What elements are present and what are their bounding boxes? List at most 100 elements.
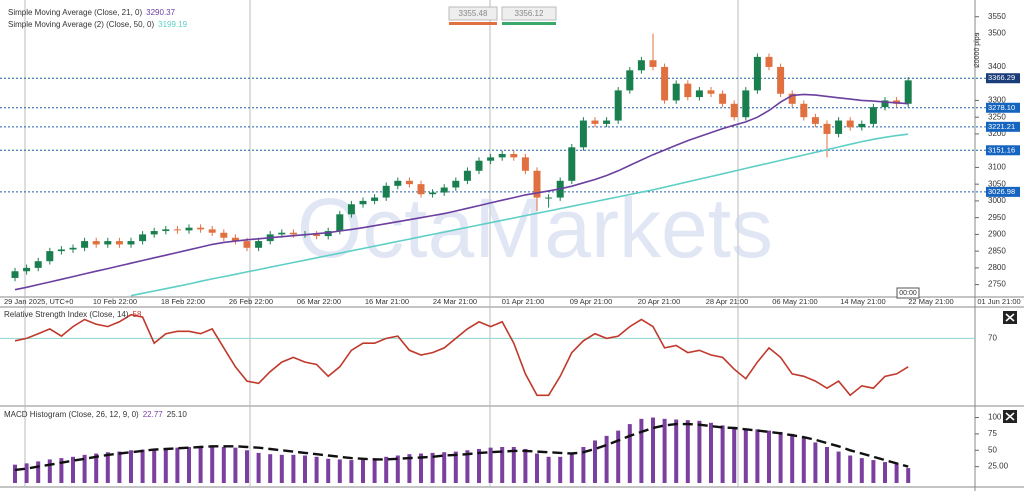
macd-bar [674, 419, 679, 483]
candle-body [57, 249, 65, 252]
x-tick-label: 09 Apr 21:00 [570, 297, 613, 306]
candle-body [835, 120, 843, 134]
buy-button[interactable] [501, 6, 557, 21]
macd-bar [175, 447, 180, 483]
macd-bar [36, 461, 41, 483]
candle-body [811, 117, 819, 124]
candle-body [452, 180, 460, 188]
macd-bar [477, 448, 481, 483]
macd-bar [523, 448, 528, 483]
candle-body [405, 180, 413, 185]
macd-bar [221, 447, 226, 483]
candle-body [81, 241, 89, 248]
price-label: 3221.21 [988, 122, 1015, 131]
macd-bar [604, 435, 609, 483]
candle-body [347, 204, 355, 215]
candle-body [719, 93, 727, 104]
candle-body [487, 157, 495, 161]
macd-bar [326, 458, 331, 483]
macd-bar [163, 448, 168, 483]
candle-body [788, 93, 796, 104]
candle-body [869, 107, 877, 124]
candle-body [371, 197, 379, 201]
macd-bar [616, 430, 621, 483]
macd-bar [743, 428, 748, 483]
candle-body [197, 227, 205, 230]
macd-bar [651, 417, 655, 483]
x-tick-label: 01 Jun 21:00 [977, 297, 1020, 306]
candle-body [278, 232, 286, 235]
candle-body [336, 214, 344, 232]
macd-bar [558, 456, 563, 483]
macd-bar [848, 455, 853, 483]
price-label: 3151.16 [988, 145, 1015, 154]
x-tick-label: 01 Apr 21:00 [502, 297, 545, 306]
candle-body [603, 120, 611, 124]
candle-body [521, 157, 529, 171]
macd-bar [778, 431, 783, 483]
candle-body [359, 200, 367, 205]
macd-bar [129, 450, 133, 483]
macd-bar [187, 447, 191, 483]
x-tick-label: 28 Apr 21:00 [706, 297, 749, 306]
candle-body [626, 70, 634, 91]
y-tick-label: 3050 [988, 179, 1006, 188]
macd-bar [500, 447, 505, 483]
macd-bar [303, 455, 307, 483]
macd-bar [836, 451, 841, 483]
close-buttons [1003, 311, 1017, 423]
sell-button[interactable] [448, 6, 498, 21]
candle-body [394, 180, 402, 186]
macd-bar [407, 454, 412, 483]
x-tick-label: 06 Mar 22:00 [297, 297, 341, 306]
y-tick-label: 3000 [988, 196, 1006, 205]
sma-line [14, 93, 909, 291]
macd-bar [13, 464, 17, 483]
legend-value: 58 [133, 310, 142, 319]
macd-bar [372, 458, 377, 483]
candle-body [846, 120, 854, 128]
candle-body [185, 227, 193, 231]
macd-bar [801, 437, 806, 483]
macd-bar [395, 455, 400, 483]
y-tick-label: 3400 [988, 62, 1006, 71]
price-label-box [986, 102, 1020, 113]
candle-body [707, 90, 715, 94]
x-tick-label: 10 Feb 22:00 [93, 297, 137, 306]
candle-body [498, 154, 506, 158]
legend-value: 3199.19 [158, 20, 187, 29]
legend-value: 3290.37 [146, 8, 175, 17]
candle-body [672, 83, 680, 101]
candle-body [92, 241, 100, 245]
macd-bar [94, 453, 99, 483]
macd-bar [906, 468, 911, 483]
price-label-box [986, 73, 1020, 84]
candle-body [243, 241, 251, 248]
y-tick-label: 3100 [988, 163, 1006, 172]
x-tick-label: 20 Apr 21:00 [638, 297, 681, 306]
rsi-line [14, 313, 909, 397]
macd-bar [871, 460, 876, 483]
candle-body [11, 271, 19, 278]
crosshair-box [896, 287, 920, 299]
candle-body [545, 197, 553, 199]
candle-body [661, 66, 669, 101]
price-label-box [986, 145, 1020, 156]
candle-body [881, 100, 889, 108]
candle-body [533, 170, 541, 198]
macd-bar [233, 447, 238, 483]
macd-bar [709, 422, 713, 483]
candle-body [777, 66, 785, 94]
macd-bar [546, 456, 551, 483]
candle-body [429, 192, 437, 195]
sma-line [130, 133, 909, 297]
candle-body [742, 90, 750, 118]
y-tick-label: 100 [988, 413, 1002, 422]
macd-bar [384, 456, 389, 483]
candle-body [324, 231, 332, 237]
candle-body [313, 234, 321, 237]
legend-name: Simple Moving Average (2) (Close, 50, 0) [8, 20, 154, 29]
candle-body [127, 241, 135, 245]
candle-body [289, 232, 297, 235]
macd-bar [465, 450, 470, 483]
